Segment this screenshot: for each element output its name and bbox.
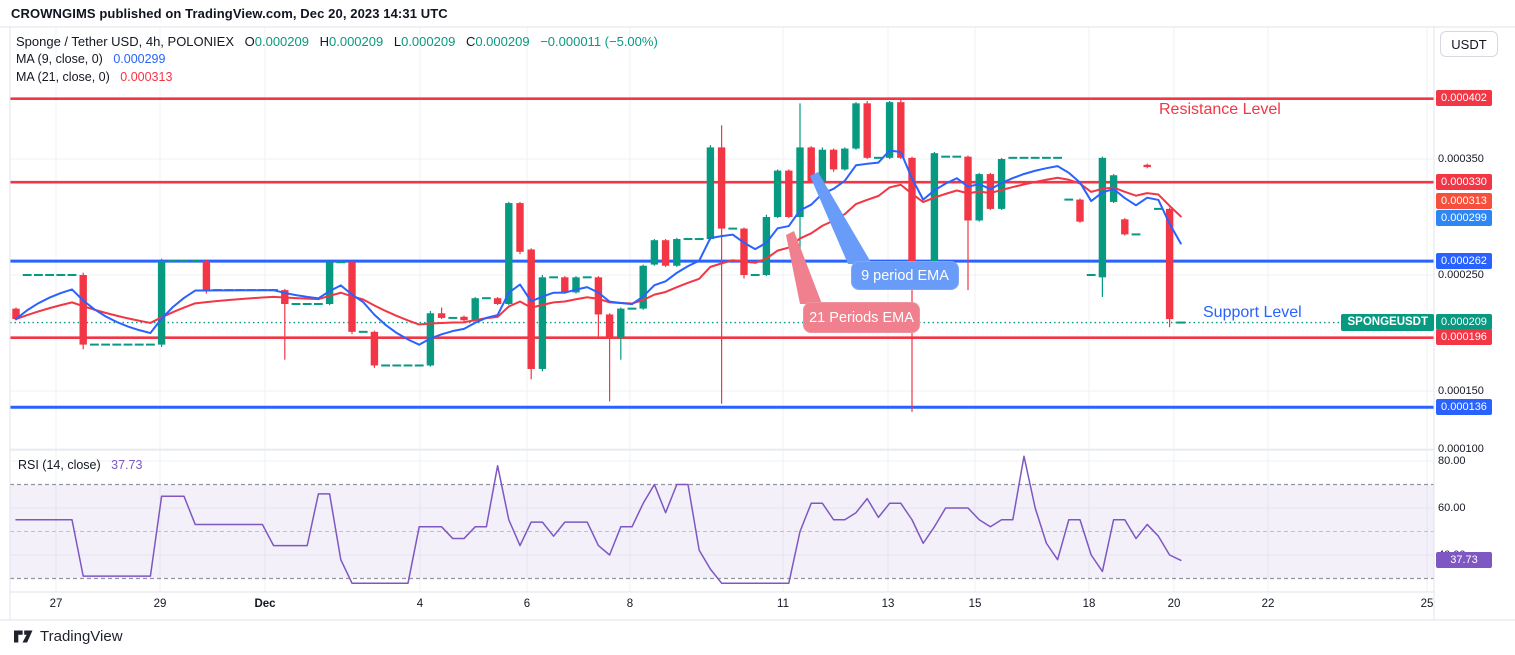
- ohlc-close-label: C: [465, 34, 476, 49]
- ohlc-close-value: 0.000209: [475, 34, 530, 49]
- tradingview-logo[interactable]: TradingView: [14, 628, 123, 645]
- price-scale-badge: 0.000262: [1436, 252, 1492, 269]
- time-axis-label: 11: [777, 598, 789, 610]
- price-scale-label: 80.00: [1438, 454, 1466, 467]
- time-axis-label: 6: [523, 598, 531, 610]
- price-scale-badge: 0.000299: [1436, 209, 1492, 226]
- ma9-label: MA (9, close, 0): [16, 52, 103, 66]
- price-scale-badge: 0.000209: [1436, 314, 1492, 331]
- time-axis-label: 27: [49, 598, 63, 610]
- price-scale-badge: 0.000402: [1436, 90, 1492, 107]
- ma21-legend-row[interactable]: MA (21, close, 0) 0.000313: [16, 69, 658, 86]
- time-axis-label: 18: [1082, 598, 1096, 610]
- price-scale-badge: 37.73: [1436, 551, 1492, 568]
- time-axis-label: 29: [153, 598, 167, 610]
- ohlc-low-label: L: [393, 34, 402, 49]
- time-axis-label: Dec: [254, 598, 276, 610]
- ohlc-change-value: −0.000011 (−5.00%): [540, 34, 658, 49]
- ma9-legend-row[interactable]: MA (9, close, 0) 0.000299: [16, 51, 658, 68]
- time-axis[interactable]: 27 29 Dec 4 6 8 11 13 15 18 20 22 25: [10, 592, 1434, 620]
- ema9-callout[interactable]: 9 period EMA: [851, 261, 959, 290]
- ohlc-high-value: 0.000209: [329, 34, 384, 49]
- price-scale-label: 0.000100: [1438, 442, 1484, 455]
- price-scale-badge: 0.000196: [1436, 329, 1492, 346]
- ma9-value: 0.000299: [113, 52, 166, 66]
- price-scale-label: 0.000150: [1438, 384, 1484, 397]
- price-scale-axis[interactable]: 0.000402 0.000350 0.000330 0.000313 0.000299…: [1434, 27, 1515, 620]
- rsi-label: RSI (14, close): [18, 458, 101, 472]
- time-axis-label: 13: [881, 598, 895, 610]
- tradingview-wordmark: TradingView: [40, 628, 123, 645]
- publication-caption: CROWNGIMS published on TradingView.com, …: [11, 6, 448, 21]
- price-scale-badge: 0.000313: [1436, 193, 1492, 210]
- ma21-value: 0.000313: [120, 70, 173, 84]
- time-axis-label: 15: [968, 598, 982, 610]
- symbol-legend-row[interactable]: Sponge / Tether USD, 4h, POLONIEX O0.000…: [16, 33, 658, 50]
- symbol-title: Sponge / Tether USD, 4h, POLONIEX: [16, 34, 234, 49]
- chart-legend: Sponge / Tether USD, 4h, POLONIEX O0.000…: [16, 33, 658, 86]
- ohlc-open-value: 0.000209: [254, 34, 309, 49]
- currency-toggle-button[interactable]: USDT: [1440, 31, 1498, 57]
- time-axis-label: 22: [1261, 598, 1275, 610]
- rsi-legend-row[interactable]: RSI (14, close) 37.73: [18, 458, 142, 472]
- symbol-price-badge: SPONGEUSDT: [1341, 314, 1434, 331]
- ma21-label: MA (21, close, 0): [16, 70, 110, 84]
- price-scale-label: 0.000350: [1438, 152, 1484, 165]
- price-scale-label: 60.00: [1438, 501, 1466, 514]
- time-axis-label: 25: [1420, 598, 1434, 610]
- rsi-value: 37.73: [111, 458, 143, 472]
- support-level-label[interactable]: Support Level: [1203, 304, 1302, 321]
- ohlc-high-label: H: [319, 34, 329, 49]
- time-axis-label: 20: [1167, 598, 1181, 610]
- price-scale-label: 0.000250: [1438, 268, 1484, 281]
- ohlc-low-value: 0.000209: [401, 34, 456, 49]
- time-axis-label: 4: [416, 598, 424, 610]
- tradingview-logo-icon: [14, 630, 33, 643]
- resistance-level-label[interactable]: Resistance Level: [1159, 101, 1281, 118]
- time-axis-label: 8: [626, 598, 634, 610]
- price-scale-badge: 0.000136: [1436, 398, 1492, 415]
- ema21-callout[interactable]: 21 Periods EMA: [803, 302, 920, 333]
- price-scale-badge: 0.000330: [1436, 173, 1492, 190]
- ohlc-open-label: O: [244, 34, 255, 49]
